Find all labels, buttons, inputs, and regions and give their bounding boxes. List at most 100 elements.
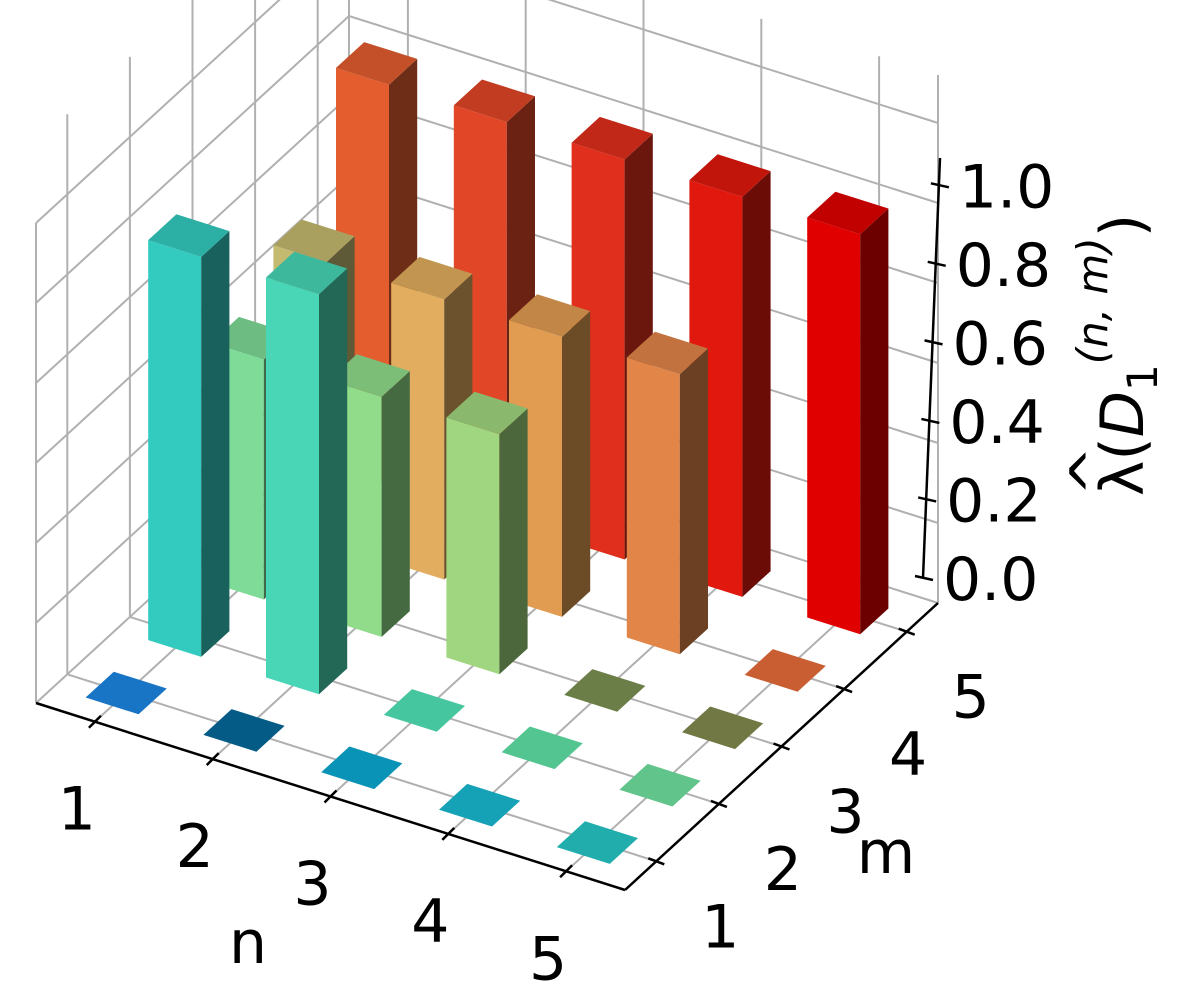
bar-side (679, 348, 708, 655)
bar-n4-m4 (626, 331, 708, 655)
bar-layer (85, 42, 889, 864)
x-tick-5 (559, 864, 573, 879)
bar-top (273, 219, 355, 263)
bar-side (562, 311, 591, 617)
bar-top (203, 709, 285, 752)
y-tick-label-3: 3 (826, 778, 864, 848)
bar-top (148, 214, 230, 257)
y-tick-label-2: 2 (764, 835, 802, 905)
x-tick-2 (205, 752, 220, 766)
x-tick-label-5: 5 (529, 924, 567, 991)
z-tick-1 (917, 496, 937, 503)
y-tick-3 (773, 742, 790, 751)
bar-top (439, 783, 521, 827)
bar-front (626, 357, 680, 655)
bar-n5-m1 (556, 821, 638, 864)
z-tick-5 (930, 182, 950, 189)
axis-layer (35, 157, 950, 892)
bar-side (499, 408, 528, 675)
x-tick-label-1: 1 (58, 775, 96, 845)
bar-top (509, 294, 591, 337)
y-tick-1 (647, 857, 665, 866)
bar-n5-m3 (682, 706, 764, 750)
x-axis-title: n (229, 908, 267, 978)
bar-n4-m2 (501, 726, 583, 770)
y-tick-5 (898, 627, 916, 636)
bar-n3-m4 (509, 294, 591, 617)
bar-n3-m2 (383, 689, 465, 732)
x-tick-label-3: 3 (293, 850, 331, 920)
bar-top (556, 821, 638, 864)
bar-n3-m3 (446, 391, 528, 675)
bar-top (328, 354, 410, 397)
bar-front (807, 217, 861, 635)
bar-n5-m2 (619, 763, 701, 807)
bar-n1-m2 (148, 214, 230, 657)
bar-top (571, 116, 653, 160)
bar-top (85, 671, 167, 715)
z-axis-title: λ(D1(n, m)) ^ (1058, 214, 1167, 496)
bar-n2-m2 (266, 251, 348, 695)
x-tick-4 (441, 827, 456, 841)
bar-front (266, 277, 319, 695)
bar-side (201, 231, 230, 657)
z-title-symbol: D (1088, 391, 1158, 437)
x-tick-1 (88, 714, 102, 729)
z-tick-0 (914, 574, 934, 582)
z-tick-label-4: 0.8 (956, 231, 1051, 301)
bar-top (682, 706, 764, 750)
bar-top (619, 763, 701, 807)
z-tick-label-1: 0.2 (946, 466, 1041, 536)
z-title-superscript: (n, m) (1068, 237, 1117, 364)
bar-top (564, 669, 646, 712)
wall-grid-top-0 (35, 0, 939, 224)
y-tick-4 (835, 684, 853, 694)
bar-side (742, 171, 771, 597)
z-tick-2 (921, 417, 940, 425)
bar-front (446, 417, 500, 675)
bar-n4-m3 (564, 669, 646, 712)
z-tick-label-5: 1.0 (959, 152, 1054, 222)
y-axis-title: m (857, 818, 915, 888)
bar-n5-m4 (744, 649, 826, 692)
y-tick-label-1: 1 (701, 892, 739, 962)
bar-side (860, 208, 889, 635)
z-axis-line (921, 157, 942, 579)
z-tick-label-0: 0.0 (943, 545, 1038, 615)
bar-side (319, 268, 348, 695)
bar-front (148, 240, 202, 657)
y-tick-2 (710, 799, 728, 809)
x-tick-3 (323, 789, 338, 804)
bar-top (689, 154, 771, 197)
bar-n4-m1 (439, 783, 521, 827)
bar-top (266, 251, 348, 295)
z-title-paren-close: ) (1088, 214, 1158, 237)
bar-top (501, 726, 583, 770)
z-title-hat: ^ (1058, 446, 1128, 496)
z-tick-3 (924, 339, 943, 346)
bar-top (453, 79, 535, 123)
bar-n3-m1 (321, 746, 403, 790)
x-tick-label-2: 2 (176, 812, 214, 882)
y-tick-label-4: 4 (889, 720, 927, 790)
y-tick-label-5: 5 (952, 663, 990, 733)
z-title-subscript: 1 (1118, 364, 1167, 391)
z-title-base: λ (1088, 461, 1158, 497)
svg-text:λ(D1(n, m)): λ(D1(n, m)) (1068, 214, 1167, 496)
bar-top (391, 256, 473, 300)
z-title-paren-open: ( (1088, 437, 1158, 460)
bar-top (807, 191, 889, 235)
bar-top (744, 649, 826, 692)
z-tick-label-3: 0.6 (953, 309, 1048, 379)
z-tick-label-2: 0.4 (949, 388, 1044, 458)
x-tick-label-4: 4 (411, 887, 449, 957)
bar-n5-m5 (807, 191, 889, 635)
bar-n1-m1 (85, 671, 167, 715)
bar-top (336, 42, 418, 85)
bar-top (383, 689, 465, 732)
bar-n2-m1 (203, 709, 285, 752)
bar-top (446, 391, 528, 435)
bar-top (626, 331, 708, 375)
